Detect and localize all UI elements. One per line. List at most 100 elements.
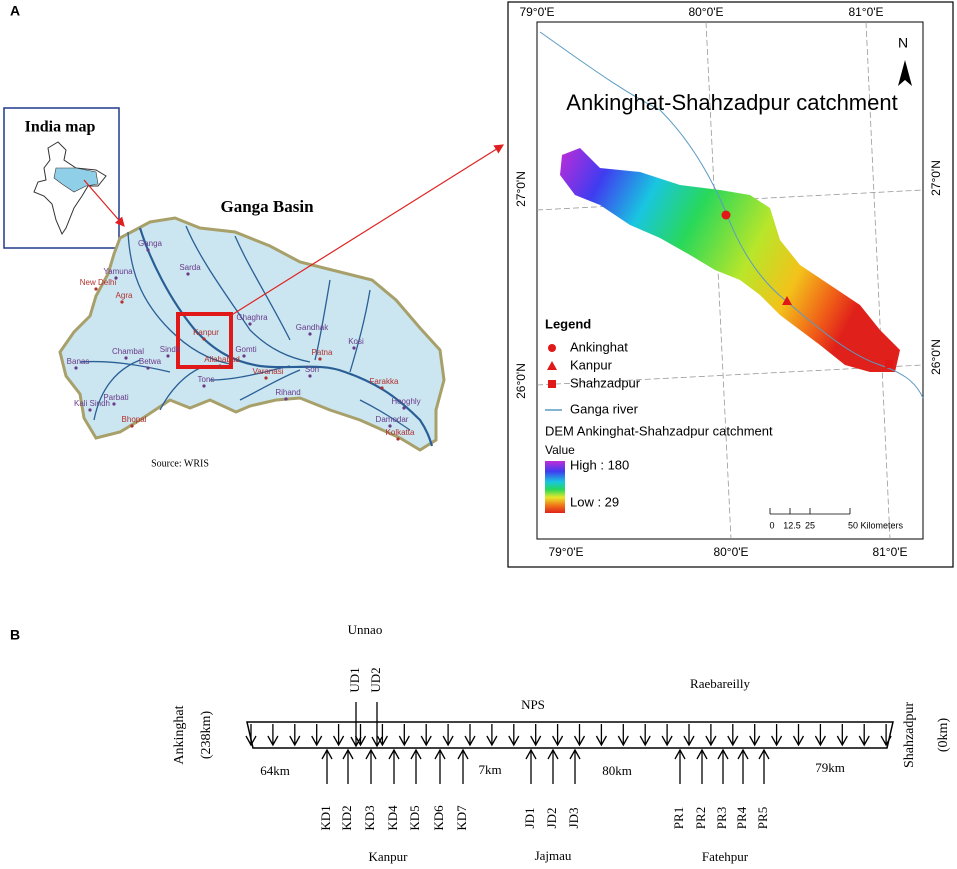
- place-dot: [248, 322, 252, 326]
- river-stretch: [246, 721, 894, 749]
- place-label: Agra: [116, 291, 133, 300]
- endpoint-label: Shahzadpur: [902, 702, 917, 768]
- place-dot: [130, 424, 134, 428]
- place-label: Rihand: [275, 388, 300, 397]
- scale-label: 50 Kilometers: [848, 520, 904, 530]
- lon-label: 79°0'E: [519, 5, 554, 19]
- place-dot: [218, 364, 222, 368]
- place-dot: [402, 406, 406, 410]
- arrow-head: [333, 735, 345, 747]
- place-dot: [186, 272, 190, 276]
- distance-label: 7km: [478, 762, 501, 777]
- place-label: Banas: [67, 357, 90, 366]
- scale-bar: [769, 508, 851, 515]
- place-label: Kolkatta: [386, 428, 415, 437]
- scale-label: 12.5: [783, 520, 801, 530]
- drain-label: UD2: [368, 667, 383, 692]
- lon-label: 81°0'E: [848, 5, 883, 19]
- drain-label: PR5: [755, 807, 770, 829]
- drain-label: PR4: [734, 806, 749, 829]
- place-dot: [146, 248, 150, 252]
- arrow-head: [434, 748, 446, 760]
- arrow-head: [573, 735, 586, 747]
- panel-label: A: [10, 3, 20, 19]
- drain-label: JD2: [544, 808, 559, 829]
- place-label: Varanasi: [253, 367, 284, 376]
- arrow-head: [674, 748, 686, 760]
- place-dot: [94, 287, 98, 291]
- drain-label: KD5: [407, 805, 422, 830]
- arrow-head: [530, 735, 542, 747]
- place-label: Ganga: [138, 239, 163, 248]
- inset-title: India map: [25, 119, 96, 136]
- scale-label: 25: [805, 520, 815, 530]
- lon-label: 80°0'E: [688, 5, 723, 19]
- arrow-head: [267, 735, 279, 747]
- place-dot: [388, 424, 392, 428]
- north-arrow: [898, 60, 912, 86]
- place-label: Kosi: [348, 337, 364, 346]
- legend-label: Ganga river: [570, 401, 639, 416]
- kanpur-point: [782, 296, 792, 305]
- arrow-head: [696, 748, 708, 760]
- arrow-head: [705, 735, 717, 747]
- legend-symbol: [547, 361, 557, 370]
- arrow-head: [371, 736, 383, 748]
- arrow-head: [289, 735, 301, 747]
- arrow-head: [525, 748, 537, 760]
- arrow-head: [880, 735, 892, 747]
- map-inner-frame: [536, 21, 924, 540]
- arrow-head: [569, 748, 581, 760]
- distance-label: 64km: [260, 763, 290, 778]
- drain-label: KD4: [385, 805, 400, 831]
- place-label: Hooghly: [391, 397, 420, 406]
- dem-catchment: [560, 148, 900, 372]
- lat-label: 27°0'N: [514, 171, 528, 207]
- arrow-head: [737, 748, 749, 760]
- place-label: Betwa: [139, 357, 162, 366]
- place-dot: [242, 354, 246, 358]
- arrow-head: [552, 735, 564, 747]
- arrow-head: [321, 748, 333, 760]
- arrow-head: [547, 748, 559, 760]
- place-dot: [308, 332, 312, 336]
- place-label: Tons: [198, 375, 215, 384]
- place-label: Sindh: [160, 345, 180, 354]
- legend-label: Shahzadpur: [570, 375, 641, 390]
- group-label: Unnao: [348, 622, 383, 637]
- place-label: Son: [305, 365, 319, 374]
- place-label: Gomti: [235, 345, 257, 354]
- place-dot: [166, 354, 170, 358]
- place-dot: [284, 397, 288, 401]
- arrow-head: [486, 735, 498, 747]
- place-dot: [352, 346, 356, 350]
- arrow-head: [758, 748, 770, 760]
- scale-label: 0: [769, 520, 774, 530]
- arrow-head: [342, 748, 354, 760]
- arrow-head: [771, 735, 783, 747]
- dem-title: DEM Ankinghat-Shahzadpur catchment: [545, 423, 773, 438]
- arrow-head: [365, 748, 377, 760]
- shahzadpur-point: [885, 360, 893, 368]
- ganga-river: [539, 31, 924, 399]
- legend-symbol: [548, 380, 556, 388]
- lon-label: 80°0'E: [713, 545, 748, 559]
- basin-rivers: [79, 225, 434, 447]
- ramp-high: High : 180: [570, 457, 629, 472]
- inset-arrow: [83, 179, 125, 227]
- drain-label: KD7: [454, 805, 469, 831]
- drain-label: PR2: [693, 807, 708, 829]
- place-label: Chambal: [112, 347, 144, 356]
- place-label: Allahabad: [204, 355, 240, 364]
- north-label: N: [898, 35, 908, 51]
- drain-label: JD1: [522, 808, 537, 829]
- arrow-head: [354, 735, 367, 747]
- place-dot: [202, 337, 206, 341]
- place-dot: [318, 357, 322, 361]
- legend-symbol: [548, 344, 556, 352]
- lat-label: 27°0'N: [929, 160, 943, 196]
- place-label: Raebareilly: [690, 676, 750, 691]
- panel-label: B: [10, 627, 20, 643]
- place-dot: [112, 402, 116, 406]
- place-label: Sarda: [179, 263, 201, 272]
